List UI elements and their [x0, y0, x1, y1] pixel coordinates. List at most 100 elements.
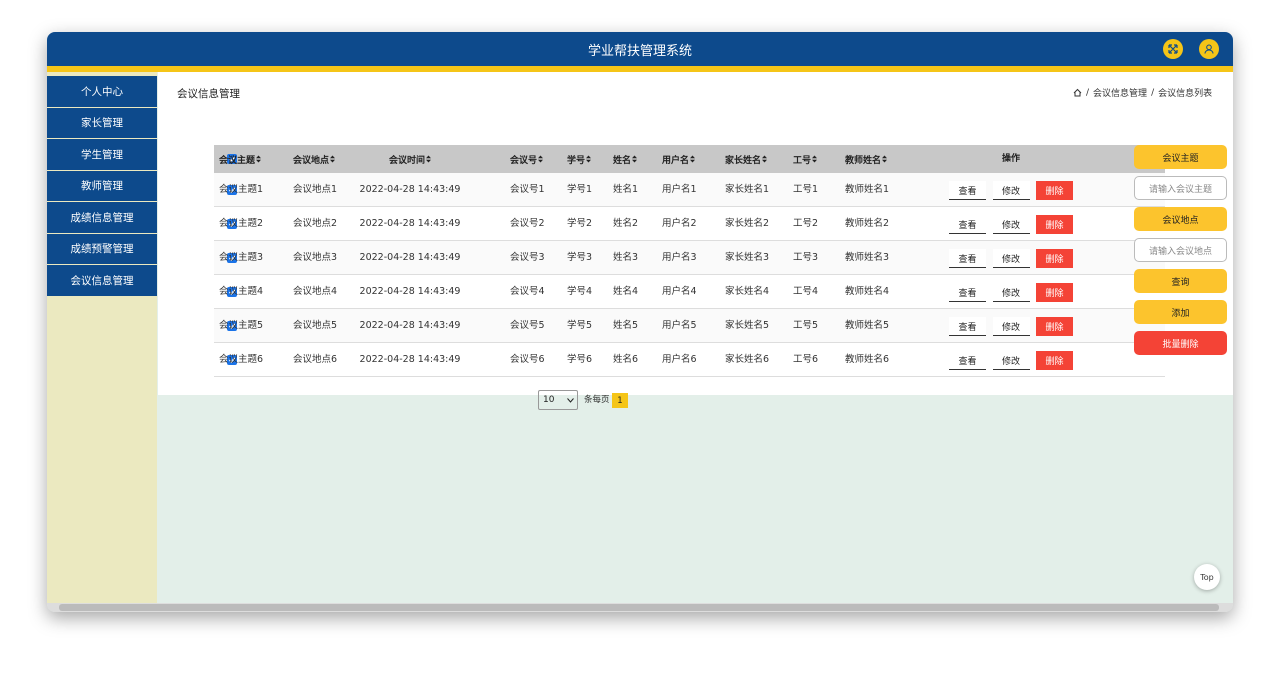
scrollbar [47, 603, 1233, 612]
column-title: 会议地点 [293, 155, 330, 166]
sort-icon [426, 155, 431, 163]
checkbox[interactable] [227, 185, 237, 195]
page-size-value: 10 [543, 395, 555, 405]
column-header: 教师姓名 [845, 145, 888, 173]
action-button[interactable]: 删除 [1036, 181, 1073, 200]
select-arrow [567, 398, 574, 403]
header: 学业帮扶管理系统 [47, 32, 1233, 66]
sort-icon [690, 155, 696, 163]
table-cell: 工号6 [793, 354, 819, 365]
search-input[interactable]: 请输入会议地点 [1134, 238, 1227, 262]
action-button[interactable]: 查看 [949, 181, 986, 200]
field-label: 会议主题 [1134, 145, 1227, 169]
action-button[interactable]: 修改 [992, 317, 1030, 336]
table-cell: 2022-04-28 14:43:49 [359, 320, 461, 331]
current-page[interactable]: 1 [612, 393, 628, 408]
table-cell: 姓名1 [613, 184, 639, 195]
table-cell: 学号6 [567, 354, 593, 365]
table-cell: 2022-04-28 14:43:49 [359, 218, 461, 229]
search-button[interactable]: 添加 [1134, 300, 1227, 324]
table-cell: 用户名2 [662, 218, 697, 229]
table-cell: 教师姓名5 [845, 320, 890, 331]
table-cell: 会议地点2 [293, 218, 338, 229]
user-button[interactable] [1199, 39, 1219, 59]
menu-item[interactable]: 学生管理 [47, 139, 157, 170]
checkbox[interactable] [227, 253, 237, 263]
sort-icon [762, 155, 768, 163]
menu-item[interactable]: 成绩信息管理 [47, 202, 157, 233]
action-button[interactable]: 删除 [1036, 249, 1073, 268]
table-cell: 姓名3 [613, 252, 639, 263]
column-header: 姓名 [613, 145, 638, 173]
table-cell: 2022-04-28 14:43:49 [359, 252, 461, 263]
column-title: 用户名 [662, 155, 690, 166]
table-cell: 工号3 [793, 252, 819, 263]
action-button[interactable]: 修改 [992, 351, 1030, 370]
column-title: 会议号 [510, 155, 538, 166]
top-button[interactable]: Top [1194, 564, 1220, 590]
table-cell: 学号3 [567, 252, 593, 263]
scrollbar-thumb [59, 604, 1219, 611]
checkbox[interactable] [227, 355, 237, 365]
table-cell: 用户名6 [662, 354, 697, 365]
action-button[interactable]: 查看 [949, 215, 986, 234]
action-button[interactable]: 删除 [1036, 283, 1073, 302]
table-cell: 教师姓名3 [845, 252, 890, 263]
action-button[interactable]: 删除 [1036, 215, 1073, 234]
menu-item[interactable]: 会议信息管理 [47, 265, 157, 296]
search-input[interactable]: 请输入会议主题 [1134, 176, 1227, 200]
action-button[interactable]: 查看 [949, 283, 986, 302]
breadcrumb-item: 会议信息管理 [1093, 89, 1148, 99]
sort-icon [586, 155, 592, 163]
action-button[interactable]: 查看 [949, 249, 986, 268]
action-button[interactable]: 修改 [992, 249, 1030, 268]
action-button[interactable]: 查看 [949, 351, 986, 370]
search-button[interactable]: 批量删除 [1134, 331, 1227, 355]
breadcrumb-separator: / [1151, 87, 1155, 98]
home-icon [1073, 88, 1082, 97]
column-header: 用户名 [662, 145, 696, 173]
table-cell: 学号4 [567, 286, 593, 297]
page-size-select[interactable]: 10 [538, 390, 578, 410]
checkbox[interactable] [227, 287, 237, 297]
table-cell: 会议地点3 [293, 252, 338, 263]
table-cell: 姓名4 [613, 286, 639, 297]
menu-item[interactable]: 家长管理 [47, 107, 157, 138]
breadcrumb-item: 会议信息列表 [1158, 89, 1213, 99]
column-header: 工号 [793, 145, 818, 173]
search-button[interactable]: 查询 [1134, 269, 1227, 293]
action-button[interactable]: 修改 [992, 181, 1030, 200]
menu-item[interactable]: 个人中心 [47, 76, 157, 107]
action-button[interactable]: 修改 [992, 283, 1030, 302]
action-button[interactable]: 删除 [1036, 351, 1073, 370]
table-cell: 学号2 [567, 218, 593, 229]
table-cell: 2022-04-28 14:43:49 [359, 286, 461, 297]
checkbox[interactable] [227, 219, 237, 229]
table-cell: 工号1 [793, 184, 819, 195]
menu-item[interactable]: 教师管理 [47, 170, 157, 201]
fullscreen-button[interactable] [1163, 39, 1183, 59]
table-cell: 姓名5 [613, 320, 639, 331]
table-cell: 家长姓名6 [725, 354, 770, 365]
checkbox[interactable] [227, 154, 237, 164]
table-cell: 会议主题1 [219, 184, 264, 195]
table-cell: 家长姓名1 [725, 184, 770, 195]
table-cell: 会议地点4 [293, 286, 338, 297]
table-cell: 2022-04-28 14:43:49 [359, 354, 461, 365]
field-label: 会议地点 [1134, 207, 1227, 231]
table-cell: 教师姓名4 [845, 286, 890, 297]
action-button[interactable]: 删除 [1036, 317, 1073, 336]
sort-icon [330, 155, 336, 163]
table-cell: 会议号6 [510, 354, 545, 365]
checkbox[interactable] [227, 321, 237, 331]
menu-item[interactable]: 成绩预警管理 [47, 233, 157, 264]
header-title: 学业帮扶管理系统 [587, 43, 692, 59]
window: 学业帮扶管理系统 个人中心 家长管理 学生管理 教师管理 成绩信息管理 成绩预警管理 会议信… [47, 32, 1233, 612]
page-title: 会议信息管理 [177, 88, 240, 100]
table-cell: 会议号3 [510, 252, 545, 263]
action-button[interactable]: 修改 [992, 215, 1030, 234]
table-cell: 用户名1 [662, 184, 697, 195]
action-button[interactable]: 查看 [949, 317, 986, 336]
table-cell: 会议地点1 [293, 184, 338, 195]
table-cell: 会议号4 [510, 286, 545, 297]
